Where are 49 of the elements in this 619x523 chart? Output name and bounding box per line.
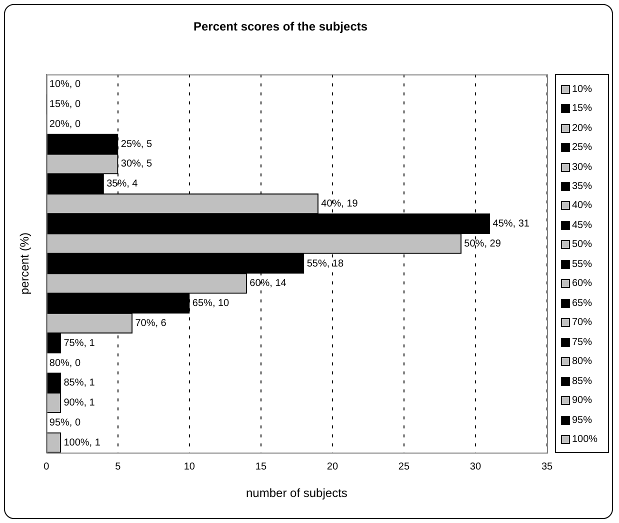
x-tick-label: 15 (255, 461, 267, 472)
x-axis-title: number of subjects (246, 486, 348, 500)
x-tick-label: 25 (398, 461, 410, 472)
legend-label: 25% (572, 142, 592, 154)
data-label: 65%, 10 (192, 298, 230, 310)
data-label: 45%, 31 (492, 218, 530, 230)
legend-label: 40% (572, 200, 592, 212)
data-label: 90%, 1 (64, 398, 96, 409)
data-label: 70%, 6 (135, 318, 167, 329)
chart-title: Percent scores of the subjects (193, 20, 368, 34)
data-label: 60%, 14 (250, 278, 287, 290)
legend-label: 45% (572, 220, 592, 231)
legend-label: 35% (572, 180, 592, 192)
legend-label: 75% (572, 336, 592, 348)
data-label: 15%, 0 (49, 99, 81, 110)
data-label: 10%, 0 (49, 79, 81, 90)
legend-label: 85% (572, 376, 592, 387)
data-label: 100%, 1 (64, 437, 101, 448)
x-tick-label: 5 (115, 461, 122, 472)
x-tick-label: 20 (326, 461, 338, 472)
data-label: 30%, 5 (120, 158, 152, 170)
legend-label: 90% (572, 395, 592, 406)
data-label: 85%, 1 (64, 378, 96, 389)
x-tick-label: 0 (44, 461, 50, 472)
data-label: 35%, 4 (106, 178, 138, 190)
data-label: 20%, 0 (49, 118, 81, 130)
legend-label: 30% (572, 162, 592, 172)
legend-label: 15% (572, 103, 592, 114)
y-axis-title: percent (%) (18, 232, 32, 295)
legend-label: 100% (572, 434, 598, 446)
data-label: 75%, 1 (64, 338, 96, 349)
x-tick-label: 35 (541, 461, 553, 472)
data-label: 25%, 5 (120, 138, 152, 150)
legend-label: 80% (572, 356, 592, 368)
x-tick-label: 30 (470, 461, 482, 472)
legend-label: 20% (572, 122, 592, 134)
legend-label: 60% (572, 278, 592, 290)
legend-label: 50% (572, 239, 592, 250)
data-label: 95%, 0 (49, 417, 81, 428)
data-label: 80%, 0 (49, 358, 81, 369)
data-label: 55%, 18 (306, 258, 344, 270)
data-label: 50%, 29 (464, 238, 502, 250)
legend-label: 95% (572, 414, 592, 426)
legend-label: 70% (572, 317, 592, 328)
data-label: 40%, 19 (321, 198, 358, 210)
legend-label: 55% (572, 258, 592, 270)
legend-label: 65% (572, 298, 592, 309)
legend-label: 10% (572, 84, 592, 95)
x-tick-label: 10 (184, 461, 196, 472)
